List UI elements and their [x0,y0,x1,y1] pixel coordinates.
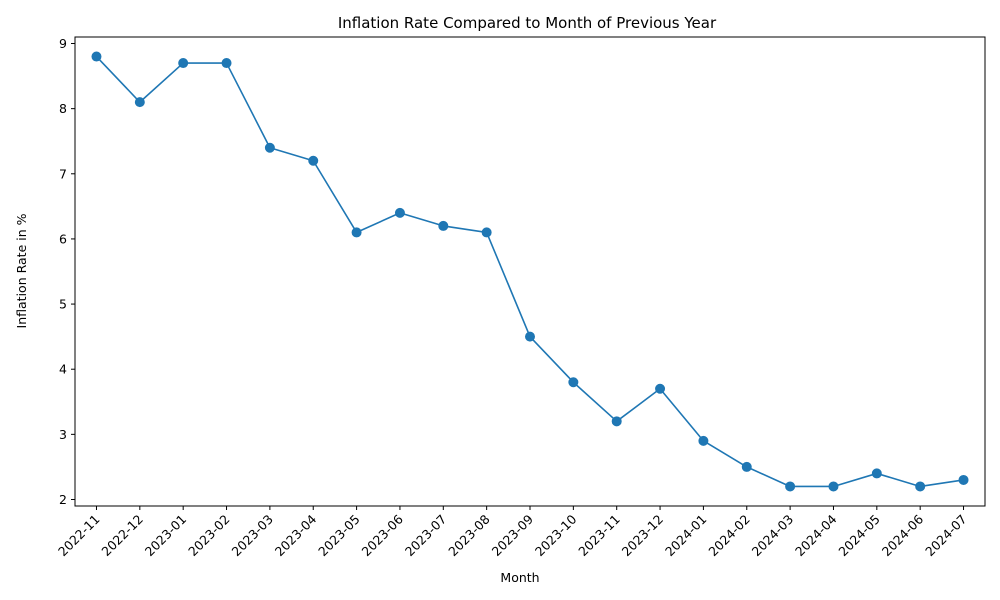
data-point [568,377,579,388]
data-point [178,58,189,69]
data-point [308,155,319,166]
x-tick-label: 2023-02 [185,512,233,560]
x-tick-label: 2024-04 [792,511,840,559]
x-tick-label: 2024-07 [922,512,970,560]
data-point [134,97,145,108]
data-point [438,220,449,231]
x-tick-label: 2024-05 [835,512,883,560]
y-tick-label: 3 [59,427,67,442]
plot-area: 234567892022-112022-122023-012023-022023… [55,36,970,559]
data-point [871,468,882,479]
x-tick-label: 2023-06 [359,511,407,559]
x-tick-label: 2022-12 [98,512,146,560]
y-tick-label: 7 [59,166,67,181]
y-tick-label: 9 [59,36,67,51]
series-line [95,55,964,488]
data-point [698,435,709,446]
data-point [525,331,535,342]
y-tick-label: 6 [59,231,67,246]
x-tick-label: 2023-04 [272,511,320,559]
x-tick-label: 2023-10 [532,511,580,559]
x-tick-label: 2024-03 [749,512,797,560]
x-tick-label: 2024-01 [662,512,710,560]
data-point [828,481,839,492]
y-tick-label: 4 [59,362,67,377]
x-tick-label: 2022-11 [55,512,103,560]
y-tick-label: 8 [59,101,67,116]
data-point [915,481,926,492]
y-tick-label: 2 [59,492,67,507]
data-point [741,461,752,472]
data-point [264,142,275,153]
x-tick-label: 2023-11 [575,512,623,560]
x-tick-label: 2023-08 [445,511,493,559]
data-point [481,227,492,238]
x-tick-label: 2023-12 [619,512,667,560]
x-tick-label: 2024-02 [705,512,753,560]
data-point [611,416,622,427]
data-point [394,207,405,218]
data-point [958,474,969,485]
data-point [785,481,796,492]
data-point [221,58,232,69]
plot-frame [74,36,986,507]
x-tick-label: 2023-09 [489,511,537,559]
x-tick-label: 2023-07 [402,512,450,560]
y-tick-label: 5 [59,297,67,312]
x-tick-label: 2024-06 [879,511,927,559]
x-tick-label: 2023-05 [315,512,363,560]
x-tick-label: 2023-03 [228,512,276,560]
y-axis-label: Inflation Rate in % [14,213,29,328]
data-point [351,227,362,238]
data-point [91,51,102,62]
chart-title: Inflation Rate Compared to Month of Prev… [338,14,717,32]
x-tick-label: 2023-01 [142,512,190,560]
data-point [655,383,666,394]
x-axis-label: Month [500,570,539,585]
